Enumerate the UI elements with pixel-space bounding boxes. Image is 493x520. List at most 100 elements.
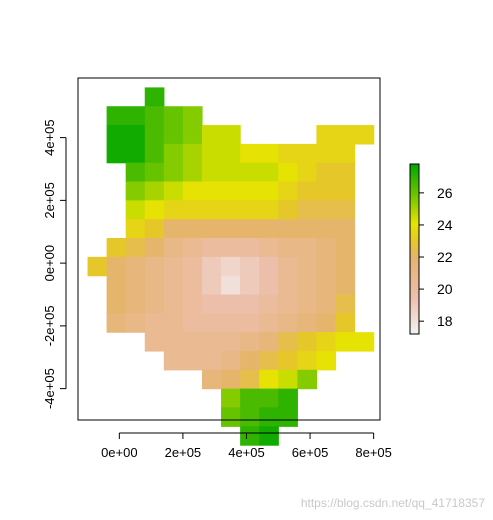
raster-cell bbox=[335, 143, 356, 164]
raster-cell bbox=[144, 87, 165, 107]
raster-cell bbox=[278, 388, 298, 409]
x-tick-label: 4e+05 bbox=[228, 445, 265, 460]
raster-cell bbox=[335, 313, 356, 333]
raster-cell bbox=[182, 238, 203, 258]
raster-cell bbox=[163, 181, 184, 201]
raster-cell bbox=[278, 219, 298, 239]
raster-cell bbox=[259, 200, 279, 220]
raster-cell bbox=[316, 294, 337, 314]
raster-cell bbox=[278, 162, 298, 183]
raster-cell bbox=[201, 294, 222, 314]
raster-cell bbox=[316, 350, 337, 371]
raster-cell bbox=[163, 332, 184, 352]
legend-tick-label: 24 bbox=[437, 217, 453, 233]
raster-cell bbox=[316, 143, 337, 164]
raster-cell bbox=[125, 294, 146, 314]
raster-cell bbox=[297, 294, 318, 314]
raster-cell bbox=[240, 275, 260, 296]
raster-cell bbox=[106, 275, 127, 296]
raster-cell bbox=[259, 313, 279, 333]
raster-cell bbox=[201, 238, 222, 258]
raster-cell bbox=[144, 106, 165, 126]
raster-cell bbox=[259, 388, 279, 409]
y-tick-label: 4e+05 bbox=[42, 119, 57, 156]
raster-cell bbox=[163, 350, 184, 371]
raster-cell bbox=[106, 125, 127, 145]
raster-cell bbox=[335, 256, 356, 277]
raster-cell bbox=[221, 143, 241, 164]
raster-cell bbox=[201, 313, 222, 333]
raster-cell bbox=[278, 181, 298, 201]
raster-cell bbox=[106, 256, 127, 277]
raster-cell bbox=[240, 181, 260, 201]
raster-cell bbox=[240, 407, 260, 427]
raster-cell bbox=[144, 200, 165, 220]
y-tick-label: -2e+05 bbox=[42, 305, 57, 346]
raster-cell bbox=[316, 313, 337, 333]
raster-cell bbox=[259, 369, 279, 390]
raster-cell bbox=[144, 332, 165, 352]
raster-cell bbox=[182, 332, 203, 352]
raster-cell bbox=[125, 313, 146, 333]
raster-cell bbox=[335, 219, 356, 239]
raster-cell bbox=[144, 238, 165, 258]
raster-cell bbox=[221, 369, 241, 390]
raster-cell bbox=[278, 350, 298, 371]
raster-cell bbox=[201, 369, 222, 390]
color-legend: 18 20 22 24 26 bbox=[409, 163, 453, 335]
raster-cell bbox=[221, 238, 241, 258]
raster-cell bbox=[125, 200, 146, 220]
raster-cell bbox=[163, 275, 184, 296]
raster-cell bbox=[182, 256, 203, 277]
raster-cell bbox=[125, 181, 146, 201]
raster-cell bbox=[240, 350, 260, 371]
raster-cell bbox=[201, 162, 222, 183]
raster-cell bbox=[182, 162, 203, 183]
raster-cell bbox=[182, 294, 203, 314]
legend-color-bar bbox=[410, 164, 419, 334]
raster-cell bbox=[182, 313, 203, 333]
raster-cell bbox=[297, 275, 318, 296]
raster-cell bbox=[316, 275, 337, 296]
raster-cell bbox=[278, 256, 298, 277]
raster-cell bbox=[144, 313, 165, 333]
raster-cell bbox=[182, 350, 203, 371]
raster-cell bbox=[278, 369, 298, 390]
raster-cell bbox=[163, 294, 184, 314]
x-axis: 0e+00 2e+05 4e+05 6e+05 8e+05 bbox=[101, 432, 392, 460]
raster-cell bbox=[221, 219, 241, 239]
raster-cell bbox=[278, 332, 298, 352]
raster-cell bbox=[144, 219, 165, 239]
raster-cell bbox=[354, 125, 375, 145]
raster-cell bbox=[221, 332, 241, 352]
raster-cell bbox=[106, 238, 127, 258]
raster-cell bbox=[278, 294, 298, 314]
raster-cell bbox=[182, 106, 203, 126]
raster-cell bbox=[125, 106, 146, 126]
plot-frame bbox=[77, 77, 381, 421]
raster-cell bbox=[201, 181, 222, 201]
raster-cell bbox=[221, 294, 241, 314]
raster-cell bbox=[125, 275, 146, 296]
y-axis: -4e+05 -2e+05 0e+00 2e+05 4e+05 bbox=[42, 119, 67, 409]
raster-cell bbox=[316, 181, 337, 201]
raster-cell bbox=[182, 219, 203, 239]
raster-cell bbox=[163, 106, 184, 126]
raster-cell bbox=[221, 388, 241, 409]
raster-cell bbox=[125, 162, 146, 183]
raster-cell bbox=[297, 350, 318, 371]
raster-cell bbox=[182, 275, 203, 296]
raster-cell bbox=[240, 143, 260, 164]
raster-cell bbox=[125, 238, 146, 258]
raster-cell bbox=[297, 143, 318, 164]
raster-cell bbox=[163, 125, 184, 145]
x-tick-label: 0e+00 bbox=[101, 445, 138, 460]
raster-cell bbox=[259, 181, 279, 201]
raster-cell bbox=[259, 294, 279, 314]
raster-cell bbox=[278, 238, 298, 258]
raster-cell bbox=[125, 256, 146, 277]
raster-cell bbox=[201, 350, 222, 371]
raster-cell bbox=[259, 275, 279, 296]
raster-cell bbox=[335, 332, 356, 352]
